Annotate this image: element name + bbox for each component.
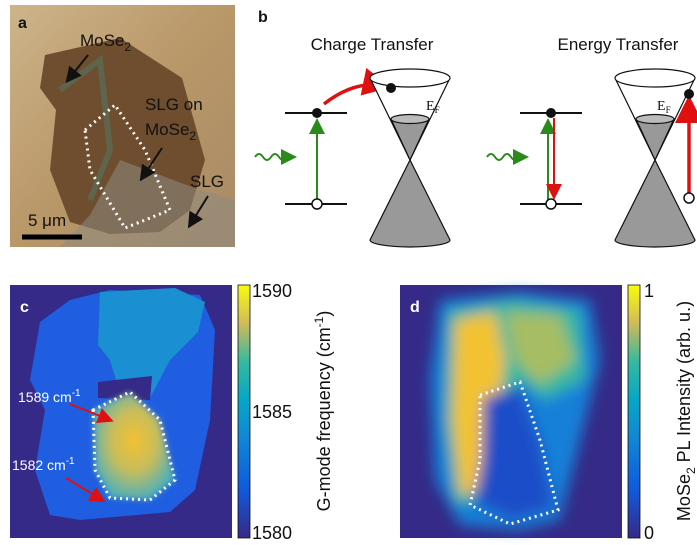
label-text: 1589 cm	[18, 389, 72, 405]
label-text: )	[314, 311, 334, 317]
colorbar-tick: 0	[644, 523, 654, 543]
colorbar	[238, 285, 250, 538]
electron	[546, 108, 556, 118]
hole	[546, 199, 556, 209]
title: Energy Transfer	[558, 35, 679, 54]
panel-a: a MoSe2 SLG on MoSe2 SLG 5 μm	[10, 5, 235, 247]
colorbar-tick: 1	[644, 281, 654, 301]
panel-letter: c	[20, 299, 29, 316]
scale-label: 5 μm	[28, 211, 66, 230]
annotation: 1582 cm-1	[12, 456, 75, 473]
electron	[684, 89, 694, 99]
cone	[370, 69, 450, 247]
label-sub: F	[435, 105, 440, 115]
label-sup: -1	[66, 456, 75, 467]
colorbar-label: G-mode frequency (cm-1)	[312, 311, 334, 512]
title: Charge Transfer	[311, 35, 434, 54]
hole	[684, 193, 694, 203]
cone	[615, 69, 695, 247]
colorbar-tick: 1590	[252, 281, 292, 301]
label-sup: -1	[312, 316, 326, 327]
photon	[487, 154, 525, 160]
label-text: PL Intensity (arb. u.)	[674, 301, 694, 467]
colorbar-label: MoSe2 PL Intensity (arb. u.)	[674, 301, 697, 521]
panel-b: b Charge Transfer Energy Transfer EF EF	[255, 9, 695, 247]
annotation: 1589 cm-1	[18, 388, 81, 405]
panel-d: d 0 1 MoSe2 PL Intensity (arb. u.)	[400, 281, 697, 543]
label-text: MoSe	[674, 474, 694, 521]
panel-c: c 1589 cm-1 1582 cm-1 1580 1585 1590 G-m…	[10, 281, 334, 543]
label-sub: 2	[189, 129, 196, 143]
panel-letter: a	[18, 15, 27, 32]
label: SLG	[190, 172, 224, 191]
label-text: G-mode frequency (cm	[314, 327, 334, 511]
label-sub: 2	[124, 40, 131, 54]
label-text: 1582 cm	[12, 457, 66, 473]
colorbar-tick: 1580	[252, 523, 292, 543]
colorbar-tick: 1585	[252, 402, 292, 422]
label-text: MoSe	[145, 120, 189, 139]
label-sub: F	[666, 105, 671, 115]
hole	[312, 199, 322, 209]
panel-letter: d	[410, 299, 420, 316]
label-text: E	[426, 99, 435, 114]
label-text: MoSe	[80, 31, 124, 50]
label-text: E	[657, 99, 666, 114]
electron	[312, 108, 322, 118]
electron	[386, 83, 396, 93]
photon	[255, 154, 293, 160]
label: SLG on	[145, 95, 203, 114]
panel-letter: b	[258, 9, 268, 26]
label-sup: -1	[72, 388, 81, 399]
colorbar	[628, 285, 640, 538]
figure: a MoSe2 SLG on MoSe2 SLG 5 μm b Charge T…	[0, 0, 697, 545]
